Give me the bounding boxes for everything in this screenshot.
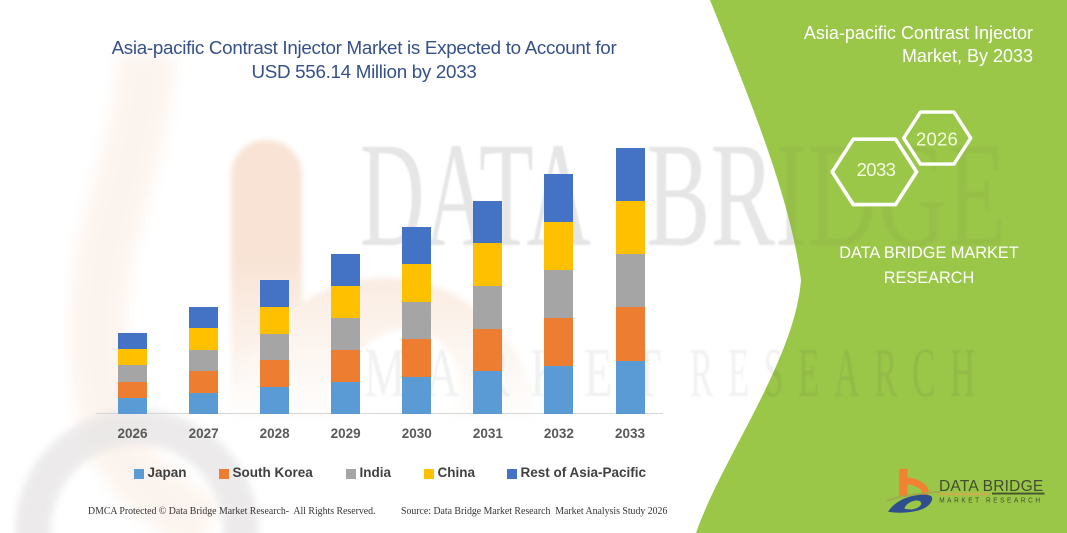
svg-text:2033: 2033 [857,159,896,180]
svg-text:DATA BRIDGE: DATA BRIDGE [939,478,1044,495]
svg-text:2026: 2026 [916,128,958,149]
svg-text:MARKET RESEARCH: MARKET RESEARCH [939,496,1042,505]
